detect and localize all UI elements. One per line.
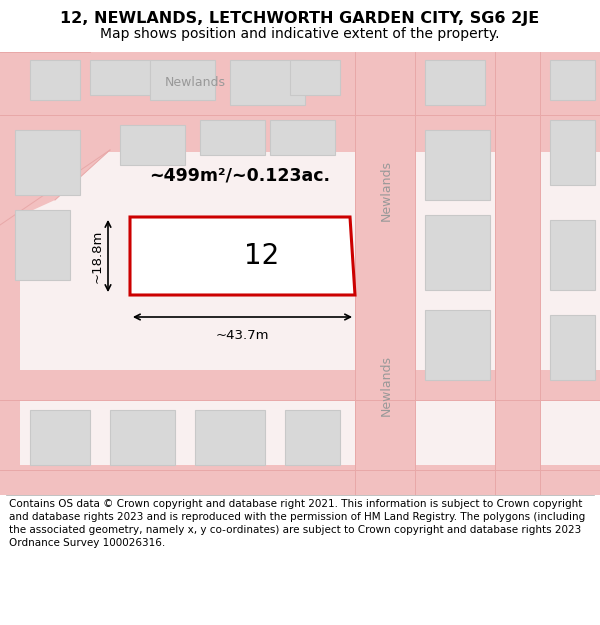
Polygon shape	[0, 52, 110, 225]
Bar	[550, 315, 595, 380]
Text: ~499m²/~0.123ac.: ~499m²/~0.123ac.	[149, 166, 331, 184]
Text: Contains OS data © Crown copyright and database right 2021. This information is : Contains OS data © Crown copyright and d…	[9, 499, 585, 549]
Bar	[550, 60, 595, 100]
Bar	[15, 210, 70, 280]
Bar	[550, 220, 595, 290]
Bar	[0, 52, 20, 495]
Bar	[0, 465, 600, 495]
Bar	[285, 410, 340, 465]
Bar	[270, 120, 335, 155]
Bar	[0, 370, 600, 400]
Bar	[30, 60, 80, 100]
Text: ~43.7m: ~43.7m	[216, 329, 269, 342]
Bar	[30, 410, 90, 465]
Bar	[425, 215, 490, 290]
Bar	[425, 310, 490, 380]
Text: Map shows position and indicative extent of the property.: Map shows position and indicative extent…	[100, 26, 500, 41]
Bar	[120, 125, 185, 165]
Bar	[15, 130, 80, 195]
Text: 12: 12	[244, 242, 279, 270]
Bar	[195, 410, 265, 465]
Text: 12, NEWLANDS, LETCHWORTH GARDEN CITY, SG6 2JE: 12, NEWLANDS, LETCHWORTH GARDEN CITY, SG…	[61, 11, 539, 26]
Bar	[90, 60, 150, 95]
Text: ~18.8m: ~18.8m	[91, 229, 104, 282]
Bar	[495, 52, 540, 495]
Bar	[200, 120, 265, 155]
Bar	[425, 130, 490, 200]
Bar	[150, 60, 215, 100]
Bar	[0, 52, 600, 115]
Bar	[230, 60, 305, 105]
Polygon shape	[130, 217, 355, 295]
Bar	[110, 410, 175, 465]
Bar	[0, 52, 600, 152]
Bar	[425, 60, 485, 105]
Bar	[355, 52, 415, 495]
Bar	[550, 120, 595, 185]
Bar	[290, 60, 340, 95]
Text: Newlands: Newlands	[380, 159, 392, 221]
Text: Newlands: Newlands	[380, 354, 392, 416]
Text: Newlands: Newlands	[164, 76, 226, 89]
